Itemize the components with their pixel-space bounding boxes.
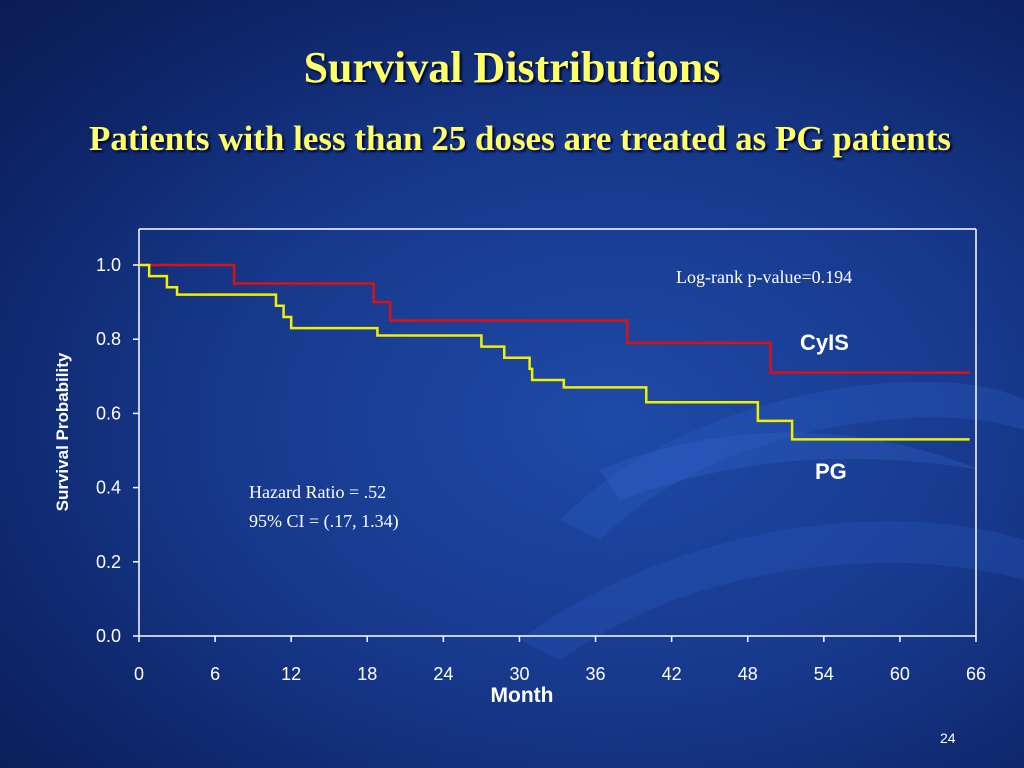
x-tick-label: 24 (433, 664, 453, 684)
y-tick-label: 0.2 (96, 552, 121, 572)
log-rank-annotation: Log-rank p-value=0.194 (676, 267, 852, 287)
x-tick-label: 42 (662, 664, 682, 684)
slide-title: Survival Distributions (303, 43, 721, 92)
slide-number: 24 (940, 730, 956, 746)
y-tick-label: 0.6 (96, 403, 121, 423)
x-tick-label: 6 (210, 664, 220, 684)
y-axis-label: Survival Probability (53, 352, 72, 511)
y-tick-group: 0.0 0.2 0.4 0.6 0.8 1.0 (96, 255, 139, 646)
y-tick-label: 1.0 (96, 255, 121, 275)
x-tick-label: 18 (357, 664, 377, 684)
x-tick-label: 66 (966, 664, 986, 684)
y-tick-label: 0.4 (96, 478, 121, 498)
x-axis-label: Month (491, 684, 554, 707)
y-tick-label: 0.8 (96, 329, 121, 349)
series-line-cyis (139, 263, 970, 374)
series-label-cyls: CyIS (800, 330, 849, 355)
hazard-ratio-annotation: Hazard Ratio = .52 (249, 482, 386, 502)
x-tick-label: 54 (814, 664, 834, 684)
series-line-pg (139, 263, 970, 441)
x-tick-label: 30 (509, 664, 529, 684)
slide-subtitle: Patients with less than 25 doses are tre… (88, 119, 951, 158)
x-tick-group: 0 6 12 18 24 30 36 42 48 54 60 66 (134, 636, 986, 684)
x-tick-label: 60 (890, 664, 910, 684)
x-tick-label: 48 (738, 664, 758, 684)
x-tick-label: 36 (586, 664, 606, 684)
series-layer (139, 263, 970, 441)
x-tick-label: 12 (281, 664, 301, 684)
series-label-pg: PG (815, 459, 847, 484)
y-tick-label: 0.0 (96, 626, 121, 646)
ci-annotation: 95% CI = (.17, 1.34) (249, 511, 399, 532)
x-tick-label: 0 (134, 664, 144, 684)
